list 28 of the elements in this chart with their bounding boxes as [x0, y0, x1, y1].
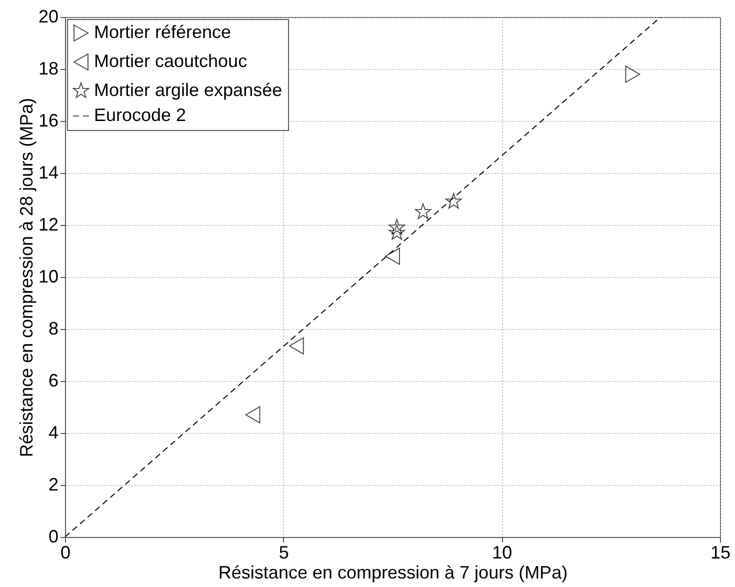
x-axis-title: Résistance en compression à 7 jours (MPa): [218, 562, 568, 582]
point: [388, 219, 406, 235]
legend-label: Mortier caoutchouc: [94, 51, 248, 71]
legend-label: Eurocode 2: [94, 105, 186, 125]
y-tick-label: 0: [48, 526, 58, 546]
x-tick-label: 10: [492, 542, 512, 562]
y-tick-label: 18: [38, 58, 58, 78]
y-tick-label: 10: [38, 266, 58, 286]
y-tick-label: 20: [38, 6, 58, 26]
y-tick-label: 2: [48, 474, 58, 494]
legend-label: Mortier argile expansée: [94, 80, 282, 100]
y-tick-label: 12: [38, 214, 58, 234]
y-tick-label: 16: [38, 110, 58, 130]
point: [625, 66, 640, 83]
point: [414, 203, 432, 220]
y-tick-label: 8: [48, 318, 58, 338]
x-tick-label: 5: [278, 542, 289, 562]
point: [385, 248, 400, 265]
legend-label: Mortier référence: [94, 22, 232, 42]
y-tick-label: 14: [38, 162, 58, 182]
point: [388, 224, 406, 240]
point: [445, 193, 462, 209]
point: [245, 406, 260, 424]
x-tick-label: 15: [710, 542, 731, 562]
y-tick-label: 6: [48, 370, 58, 390]
point: [288, 337, 304, 354]
y-axis-title: Résistance en compression à 28 jours (MPa): [16, 98, 36, 458]
y-tick-label: 4: [48, 422, 58, 442]
